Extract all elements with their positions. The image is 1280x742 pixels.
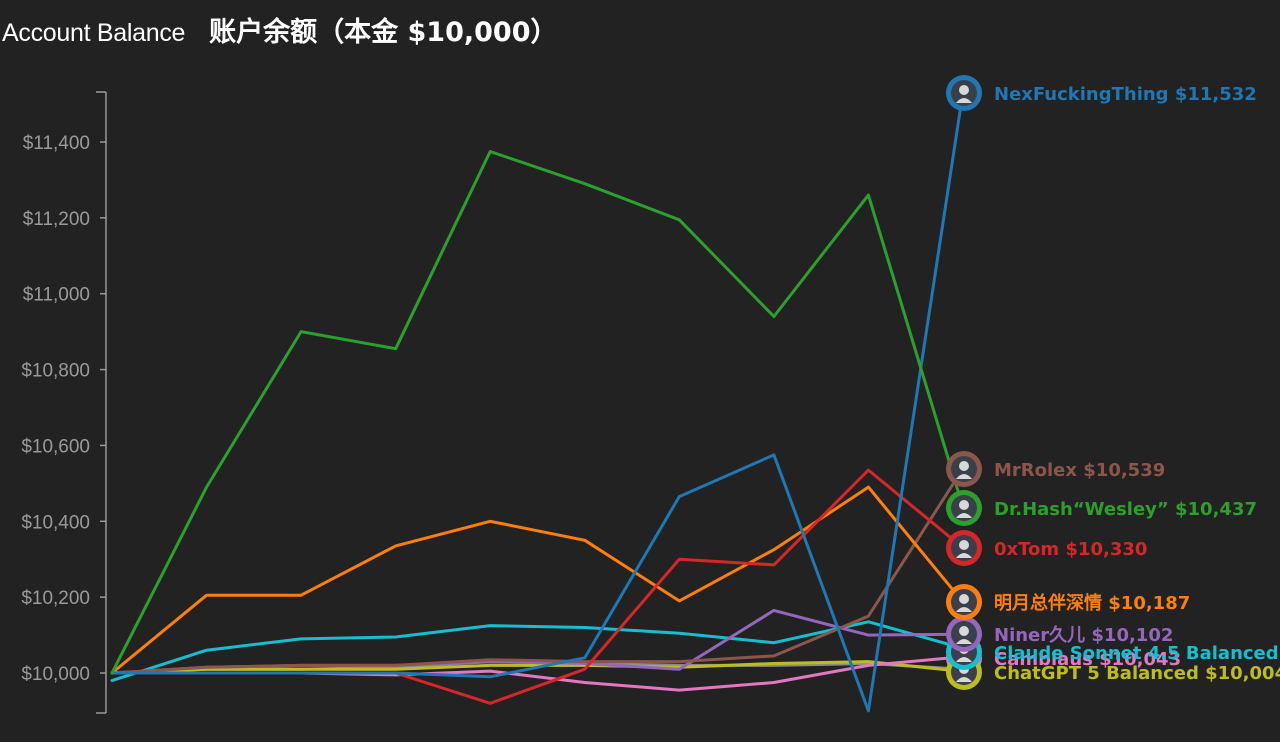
- series-line: [110, 467, 965, 675]
- 0xtom-avatar-icon: [946, 530, 982, 566]
- y-tick-label: $11,000: [23, 285, 90, 306]
- niner-avatar-icon: [946, 616, 982, 652]
- y-tick-label: $10,000: [21, 664, 90, 685]
- y-tick-label: $10,800: [21, 361, 90, 382]
- nexthing-avatar-icon: [946, 75, 982, 111]
- end-label: MrRolex $10,539: [994, 460, 1165, 481]
- end-label: Cambiaus $10,043: [994, 649, 1181, 670]
- chart-title: Account Balance: [2, 19, 186, 47]
- y-axis: $10,000 $10,200 $10,400 $10,600 $10,800 $11,0…: [21, 91, 107, 714]
- series-lines: [110, 90, 965, 713]
- end-label: 0xTom $10,330: [994, 539, 1147, 560]
- end-label: Niner久儿 $10,102: [994, 624, 1173, 646]
- series-line: [110, 150, 965, 675]
- series-line: [110, 660, 965, 675]
- chart-header: Account Balance 账户余额（本金 $10,000）: [2, 10, 558, 50]
- y-tick-label: $10,400: [21, 512, 90, 533]
- series-line: [110, 620, 965, 683]
- mrrolex-avatar-icon: [946, 451, 982, 487]
- end-label: ChatGPT 5 Balanced $10,004: [994, 663, 1280, 684]
- chart-subtitle: 账户余额（本金 $10,000）: [209, 17, 558, 48]
- wesley-avatar-icon: [946, 490, 982, 526]
- series-line: [110, 90, 965, 713]
- y-tick-label: $11,400: [23, 133, 90, 154]
- y-tick-label: $10,200: [21, 588, 90, 609]
- end-label: NexFuckingThing $11,532: [994, 84, 1257, 105]
- end-label: Dr.Hash“Wesley” $10,437: [994, 499, 1257, 520]
- mingyue-avatar-icon: [946, 584, 982, 620]
- end-label: 明月总伴深情 $10,187: [994, 592, 1190, 614]
- y-tick-label: $10,600: [21, 436, 90, 457]
- y-tick-label: $11,200: [23, 209, 90, 230]
- end-label: Claude Sonnet 4.5 Balanced $: [994, 643, 1280, 664]
